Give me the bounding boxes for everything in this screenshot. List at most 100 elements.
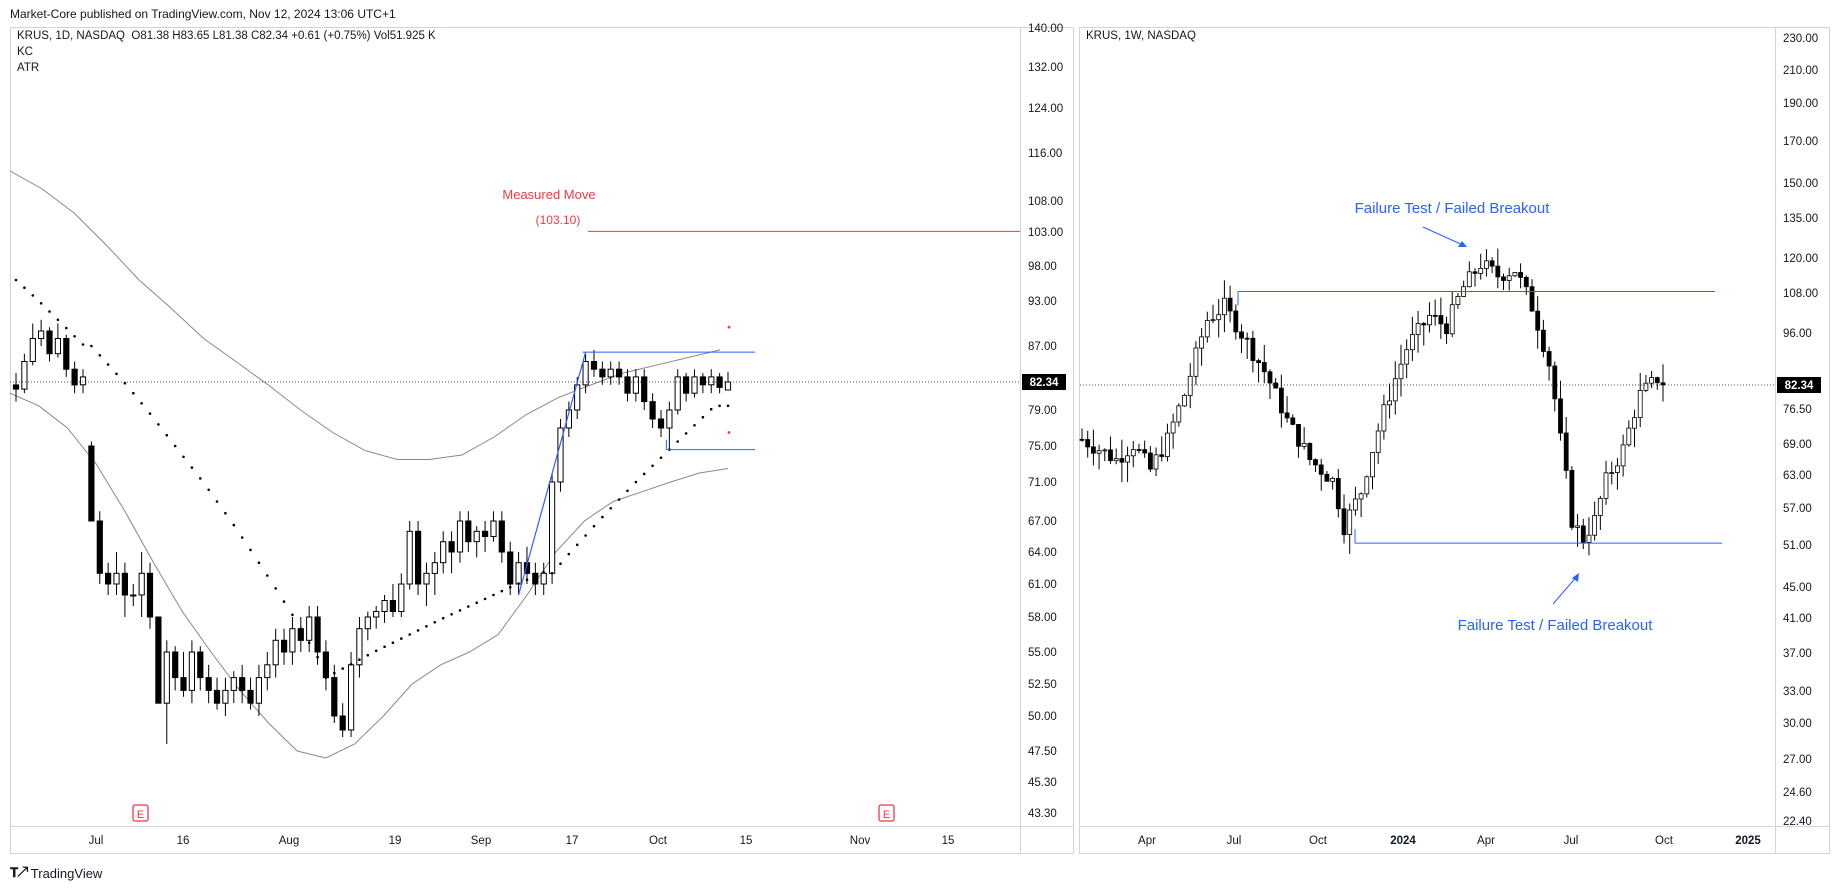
trailing-stop-dot	[132, 391, 135, 395]
left-candle-body	[381, 600, 388, 612]
right-candle	[1489, 257, 1495, 274]
right-candle	[1506, 267, 1512, 291]
trailing-stop-dot	[291, 613, 294, 617]
right-y-tick-label: 27.00	[1783, 754, 1812, 766]
right-candle-body	[1233, 310, 1239, 333]
left-candle-body	[180, 677, 187, 691]
left-candle-body	[230, 677, 237, 691]
left-candle-body	[666, 409, 673, 429]
earnings-marker-nov-box	[878, 804, 895, 822]
left-candle	[79, 369, 87, 394]
right-candle	[1091, 429, 1096, 466]
right-candle-body	[1484, 260, 1489, 269]
trailing-stop-dot	[441, 616, 445, 620]
right-candle-body	[1353, 498, 1358, 511]
left-candle	[46, 327, 53, 362]
left-last-price-label: 82.34	[1030, 377, 1059, 389]
right-x-tick-label: 2025	[1735, 835, 1761, 847]
right-candle-body	[1410, 334, 1415, 351]
failure-test-bottom-label: Failure Test / Failed Breakout	[1458, 617, 1654, 634]
right-candle-body	[1301, 442, 1307, 447]
left-candle-body	[565, 409, 572, 429]
trailing-stop-dot	[90, 344, 93, 348]
right-candle-body	[1637, 389, 1643, 418]
right-candle	[1455, 292, 1461, 309]
trailing-stop-dot	[31, 294, 35, 297]
right-candle	[1267, 369, 1273, 400]
trailing-stop-dot	[391, 641, 395, 644]
left-candle-body	[373, 611, 380, 618]
left-pane-frame	[10, 27, 1074, 854]
left-candle	[624, 369, 631, 402]
left-candle	[146, 562, 154, 629]
right-candle	[1392, 361, 1398, 415]
left-candle-body	[197, 651, 204, 679]
trailing-stop-dot	[542, 571, 545, 574]
trailing-stop-dot	[14, 278, 18, 282]
left-candle-body	[38, 330, 45, 339]
right-candle	[1187, 363, 1193, 409]
right-last-price-label: 82.34	[1785, 380, 1814, 392]
trailing-stop-dot	[642, 472, 646, 476]
left-candle	[264, 652, 271, 691]
trailing-stop-dot	[215, 500, 219, 503]
trailing-stop-dot	[299, 627, 303, 630]
left-candle	[683, 373, 690, 402]
earnings-marker-jul[interactable]: E	[132, 804, 149, 822]
footer-brand[interactable]: TradingView	[30, 865, 103, 881]
left-candle	[239, 664, 246, 704]
right-y-tick-label: 69.00	[1783, 439, 1812, 451]
indicator-kc[interactable]: KC	[17, 46, 33, 58]
trailing-stop-dot	[148, 412, 152, 415]
chart-canvas[interactable]: 140.00 132.00 124.00 116.00 108.00 103.00 98.0…	[0, 0, 1838, 862]
right-candle-body	[1159, 454, 1165, 457]
left-candle-body	[456, 520, 464, 553]
left-y-tick-label: 45.30	[1028, 777, 1057, 789]
trailing-stop-dot	[726, 404, 730, 408]
indicator-atr[interactable]: ATR	[17, 62, 40, 74]
left-symbol-header[interactable]: KRUS, 1D, NASDAQ	[17, 30, 125, 42]
right-candle-body	[1643, 382, 1649, 391]
trailing-stop-dot	[324, 676, 328, 679]
right-candle-body	[1284, 412, 1290, 419]
right-candle	[1615, 458, 1620, 490]
right-candle-body	[1626, 427, 1632, 446]
trailing-stop-dot	[341, 667, 345, 670]
trailing-stop-dot	[416, 629, 420, 632]
left-candle-body	[473, 530, 480, 543]
trailing-stop-dot	[701, 415, 705, 419]
right-x-tick-label: Jul	[1564, 835, 1579, 847]
right-symbol-header[interactable]: KRUS, 1W, NASDAQ	[1086, 30, 1196, 42]
left-candle	[21, 353, 28, 394]
left-x-tick-label: Oct	[649, 835, 668, 847]
left-y-tick-label: 98.00	[1028, 261, 1057, 273]
right-candle	[1182, 393, 1187, 407]
trailing-stop-dot	[559, 562, 562, 565]
right-candle	[1552, 361, 1558, 412]
right-candle	[1296, 423, 1301, 458]
right-candle-body	[1187, 375, 1193, 396]
right-candle-body	[1449, 304, 1455, 335]
right-candle-body	[1102, 449, 1108, 452]
right-candle	[1210, 304, 1216, 324]
right-candle	[1096, 444, 1102, 470]
left-candle	[197, 646, 204, 691]
trailing-stop-dot	[282, 600, 286, 603]
right-candle-body	[1569, 469, 1575, 528]
right-y-tick-label: 57.00	[1783, 503, 1812, 515]
trailing-stop-dot	[500, 589, 504, 593]
left-candle	[632, 369, 639, 402]
right-candle	[1478, 253, 1484, 280]
right-candle-body	[1239, 331, 1244, 339]
trailing-stop-dot	[333, 671, 336, 675]
right-candle-body	[1427, 314, 1432, 326]
right-candle	[1603, 460, 1609, 505]
right-candle	[1347, 503, 1353, 554]
left-candle-body	[498, 520, 505, 553]
arrow-bottom-head-icon	[1572, 573, 1579, 582]
right-candle-body	[1398, 363, 1404, 380]
right-x-tick-label: Jul	[1227, 835, 1242, 847]
trailing-stop-dot	[98, 354, 102, 357]
earnings-marker-nov[interactable]: E	[878, 804, 895, 822]
right-candle	[1387, 383, 1392, 419]
